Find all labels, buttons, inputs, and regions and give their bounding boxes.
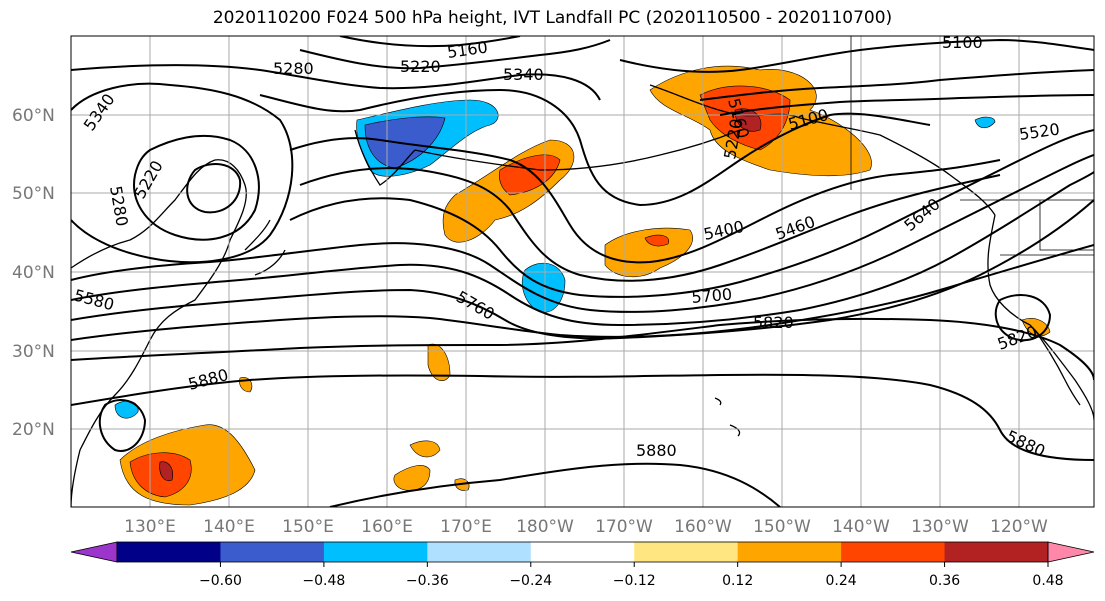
ivt-shading bbox=[114, 65, 1051, 506]
colorbar-extend-high bbox=[1047, 541, 1095, 563]
lon-label: 120°W bbox=[990, 517, 1048, 537]
contour-5820-low bbox=[994, 294, 1052, 342]
contour-5460 bbox=[299, 167, 1001, 282]
colorbar: −0.60 −0.48 −0.36 −0.24 −0.12 0.12 0.24 0.36 0.4… bbox=[70, 541, 1095, 589]
lat-label: 20°N bbox=[12, 420, 55, 440]
lon-label: 150°E bbox=[282, 517, 334, 537]
colorbar-tick-label: 0.12 bbox=[722, 573, 753, 589]
lon-label: 140°W bbox=[832, 517, 890, 537]
colorbar-swatch bbox=[634, 542, 739, 562]
lat-label: 60°N bbox=[12, 106, 55, 126]
lon-label: 170°E bbox=[440, 517, 492, 537]
colorbar-swatch bbox=[220, 542, 325, 562]
colorbar-swatch bbox=[841, 542, 946, 562]
contour-label: 5340 bbox=[503, 65, 544, 84]
ivt-negative-bc bbox=[974, 116, 996, 129]
lat-label: 50°N bbox=[12, 184, 55, 204]
longitude-labels: 130°E 140°E 150°E 160°E 170°E 180°W 170°… bbox=[124, 517, 1048, 537]
colorbar-swatch bbox=[323, 542, 428, 562]
lon-label: 130°W bbox=[911, 517, 969, 537]
colorbar-swatch bbox=[944, 542, 1049, 562]
contour-5100 bbox=[619, 38, 1094, 73]
map-frame bbox=[70, 35, 1095, 508]
colorbar-swatch bbox=[117, 542, 221, 562]
colorbar-swatch bbox=[530, 542, 635, 562]
coast-baja bbox=[1034, 329, 1081, 406]
contour-label: 5820 bbox=[753, 313, 794, 332]
ivt-positive-tropical-b bbox=[409, 440, 441, 458]
colorbar-tick-label: −0.48 bbox=[302, 573, 345, 589]
contour-5160-e bbox=[699, 69, 1094, 101]
colorbar-frame bbox=[116, 541, 1049, 563]
contour-5400 bbox=[289, 137, 1001, 264]
coast-kamchatka bbox=[354, 129, 416, 186]
colorbar-tick-label: −0.36 bbox=[406, 573, 449, 589]
contour-5340-main bbox=[259, 88, 931, 207]
ivt-positive-tropical-mid bbox=[393, 465, 431, 491]
contour-5280-west bbox=[133, 134, 260, 241]
contour-5760 bbox=[71, 244, 1094, 341]
contour-5640 bbox=[71, 171, 1094, 327]
contour-label: 5100 bbox=[942, 33, 983, 52]
height-contours bbox=[71, 36, 1094, 507]
coast-namerica bbox=[987, 214, 1094, 421]
contour-5880-south bbox=[329, 462, 781, 507]
contour-5880 bbox=[71, 373, 1094, 461]
contour-5820 bbox=[71, 317, 1094, 381]
lon-label: 150°W bbox=[753, 517, 811, 537]
lon-label: 160°E bbox=[361, 517, 413, 537]
colorbar-swatch bbox=[737, 542, 842, 562]
contour-label: 5220 bbox=[400, 57, 441, 76]
contour-label: 5700 bbox=[691, 285, 733, 307]
contour-label: 5880 bbox=[636, 441, 677, 460]
contour-5340-west bbox=[71, 82, 294, 264]
contour-5220-e bbox=[719, 94, 1094, 116]
latitude-labels: 60°N 50°N 40°N 30°N 20°N bbox=[12, 106, 55, 440]
lat-label: 40°N bbox=[12, 263, 55, 283]
lon-label: 140°E bbox=[203, 517, 255, 537]
lat-label: 30°N bbox=[12, 342, 55, 362]
colorbar-tick-label: −0.24 bbox=[509, 573, 552, 589]
ivt-negative-central bbox=[521, 262, 566, 313]
colorbar-extend-low bbox=[70, 541, 118, 563]
colorbar-tick-label: 0.24 bbox=[826, 573, 857, 589]
contour-label: 5280 bbox=[273, 59, 314, 78]
lon-label: 160°W bbox=[674, 517, 732, 537]
contour-5280 bbox=[71, 64, 601, 101]
ivt-strong-east bbox=[644, 234, 670, 247]
colorbar-swatch bbox=[427, 542, 532, 562]
coast-alaska bbox=[649, 84, 996, 216]
lon-label: 180°W bbox=[516, 517, 574, 537]
coast-hawaii bbox=[714, 397, 741, 437]
contour-5220 bbox=[299, 39, 611, 70]
contour-5220-low bbox=[186, 163, 242, 214]
colorbar-tick-label: −0.12 bbox=[613, 573, 656, 589]
ivt-core-tropical-west bbox=[159, 461, 173, 481]
lon-label: 170°W bbox=[595, 517, 653, 537]
colorbar-tick-label: −0.60 bbox=[199, 573, 242, 589]
ivt-negative-strong-kamchatka bbox=[364, 116, 446, 169]
contour-5520 bbox=[289, 129, 1094, 298]
map-title: 2020110200 F024 500 hPa height, IVT Land… bbox=[212, 8, 893, 28]
coast-japan bbox=[244, 219, 286, 276]
contour-5880-low bbox=[98, 399, 147, 452]
ivt-negative-small bbox=[114, 400, 139, 419]
ivt-core-alaska bbox=[734, 108, 762, 132]
colorbar-tick-label: 0.36 bbox=[929, 573, 960, 589]
contour-5160 bbox=[339, 36, 521, 48]
lon-label: 130°E bbox=[124, 517, 176, 537]
contour-5580 bbox=[71, 154, 1094, 313]
ivt-strong-tropical-west bbox=[129, 452, 192, 498]
colorbar-tick-label: 0.48 bbox=[1032, 573, 1063, 589]
